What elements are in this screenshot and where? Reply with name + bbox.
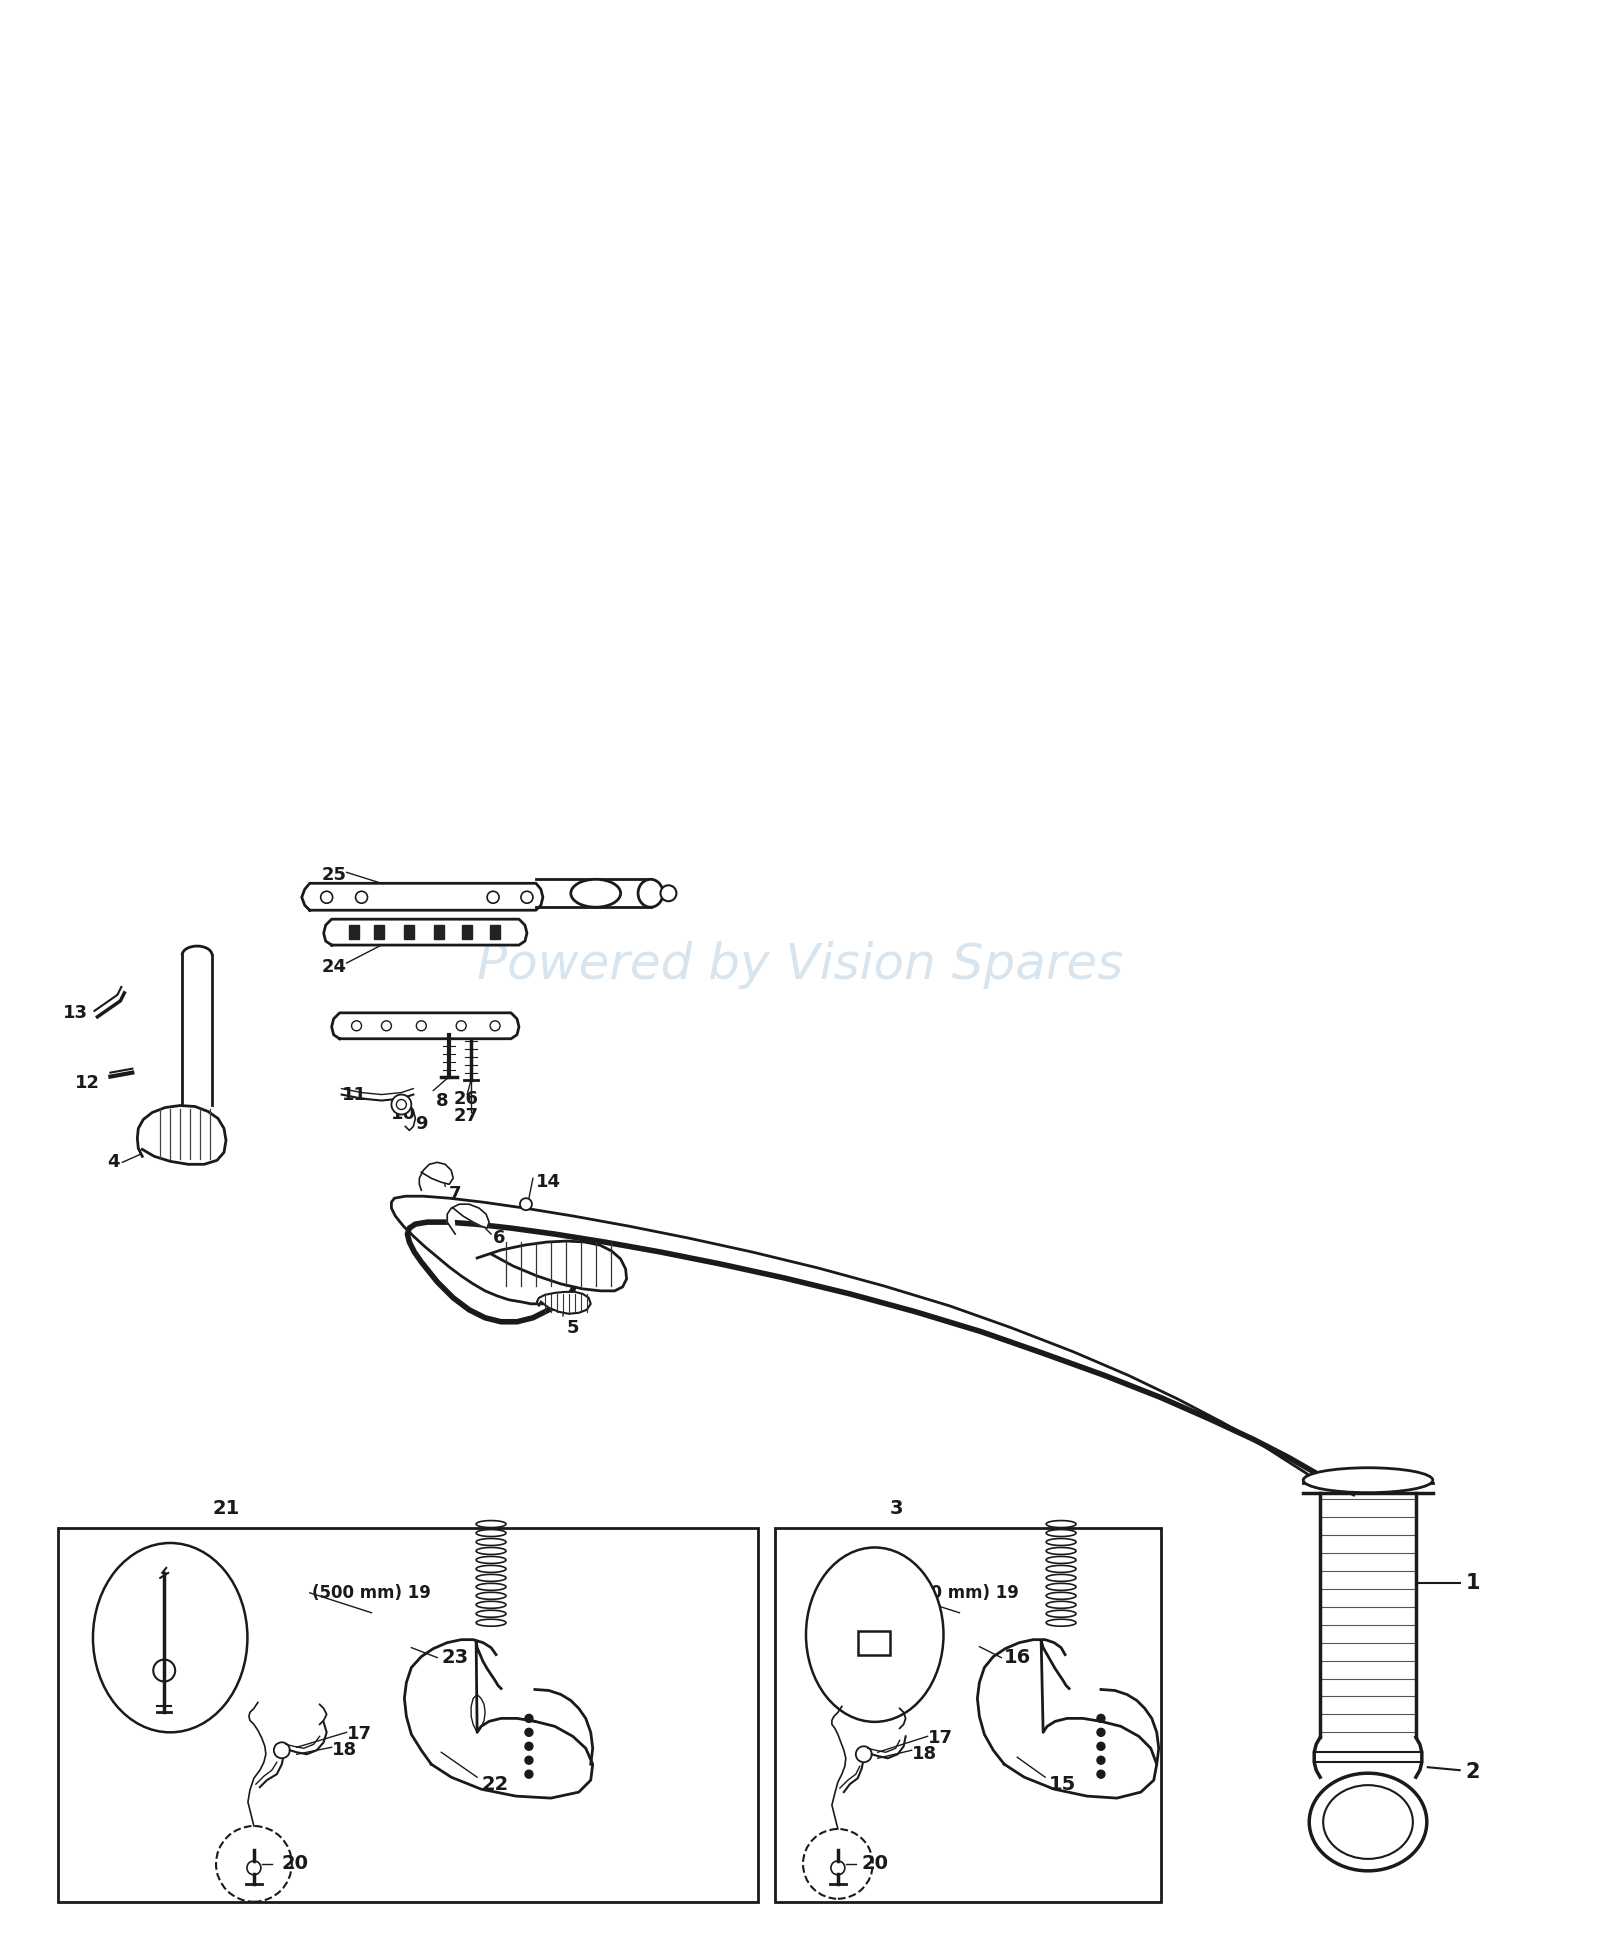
Text: 22: 22: [482, 1774, 509, 1794]
Circle shape: [522, 892, 533, 904]
Ellipse shape: [1309, 1772, 1427, 1871]
Circle shape: [320, 892, 333, 904]
Ellipse shape: [638, 878, 662, 908]
Polygon shape: [419, 1163, 453, 1190]
Text: 17: 17: [928, 1730, 952, 1747]
Circle shape: [525, 1771, 533, 1778]
Text: 25: 25: [322, 867, 347, 884]
Circle shape: [456, 1022, 466, 1031]
Text: 13: 13: [62, 1004, 88, 1022]
Circle shape: [381, 1022, 392, 1031]
Circle shape: [525, 1728, 533, 1736]
Text: (500 mm) 19: (500 mm) 19: [312, 1585, 430, 1602]
Text: 11: 11: [341, 1086, 366, 1103]
Text: (500 mm) 19: (500 mm) 19: [899, 1585, 1019, 1602]
Text: 16: 16: [1005, 1649, 1032, 1668]
Circle shape: [520, 1198, 531, 1209]
Circle shape: [1098, 1757, 1106, 1765]
Circle shape: [1098, 1728, 1106, 1736]
Circle shape: [352, 1022, 362, 1031]
Polygon shape: [448, 1204, 490, 1235]
Text: 5: 5: [566, 1320, 579, 1337]
Bar: [58, 1529, 758, 1902]
Bar: [434, 925, 445, 938]
Text: 9: 9: [416, 1115, 427, 1134]
Polygon shape: [302, 882, 542, 909]
Bar: [490, 925, 501, 938]
Bar: [405, 925, 414, 938]
Bar: [349, 925, 358, 938]
Ellipse shape: [806, 1548, 944, 1722]
Polygon shape: [138, 1105, 226, 1165]
Text: 20: 20: [282, 1854, 309, 1873]
Bar: [774, 1529, 1160, 1902]
Text: 1: 1: [1466, 1573, 1480, 1593]
Text: 12: 12: [75, 1074, 99, 1091]
Text: 15: 15: [1050, 1774, 1077, 1794]
Text: 27: 27: [453, 1107, 478, 1126]
Polygon shape: [323, 919, 526, 944]
Circle shape: [525, 1714, 533, 1722]
Text: 18: 18: [912, 1745, 936, 1763]
Text: 18: 18: [331, 1742, 357, 1759]
Polygon shape: [538, 1293, 590, 1314]
Text: 3: 3: [890, 1498, 902, 1517]
Circle shape: [486, 892, 499, 904]
Text: 6: 6: [493, 1229, 506, 1246]
Circle shape: [355, 892, 368, 904]
Text: 23: 23: [442, 1649, 469, 1668]
Bar: [858, 1631, 890, 1654]
Text: 7: 7: [450, 1186, 462, 1204]
Text: 4: 4: [107, 1153, 120, 1171]
Ellipse shape: [1304, 1469, 1432, 1492]
Text: 24: 24: [322, 958, 347, 975]
Circle shape: [1098, 1742, 1106, 1751]
Circle shape: [416, 1022, 426, 1031]
Circle shape: [392, 1095, 411, 1115]
Text: 21: 21: [213, 1498, 240, 1517]
Circle shape: [1098, 1714, 1106, 1722]
Circle shape: [490, 1022, 501, 1031]
Circle shape: [525, 1757, 533, 1765]
Text: 8: 8: [437, 1091, 450, 1109]
Circle shape: [1098, 1771, 1106, 1778]
Circle shape: [661, 886, 677, 902]
Text: 17: 17: [347, 1726, 371, 1743]
Text: 26: 26: [453, 1089, 478, 1107]
Ellipse shape: [93, 1542, 248, 1732]
Bar: [374, 925, 384, 938]
Bar: [462, 925, 472, 938]
Text: 2: 2: [1466, 1763, 1480, 1782]
Text: 20: 20: [862, 1854, 888, 1873]
Circle shape: [856, 1745, 872, 1763]
Polygon shape: [477, 1240, 627, 1291]
Text: Powered by Vision Spares: Powered by Vision Spares: [477, 940, 1123, 989]
Text: 4: 4: [605, 1267, 618, 1285]
Text: 10: 10: [392, 1105, 416, 1124]
Circle shape: [274, 1742, 290, 1759]
Circle shape: [525, 1742, 533, 1751]
Ellipse shape: [571, 878, 621, 908]
Polygon shape: [331, 1012, 518, 1039]
Text: 14: 14: [536, 1173, 562, 1192]
